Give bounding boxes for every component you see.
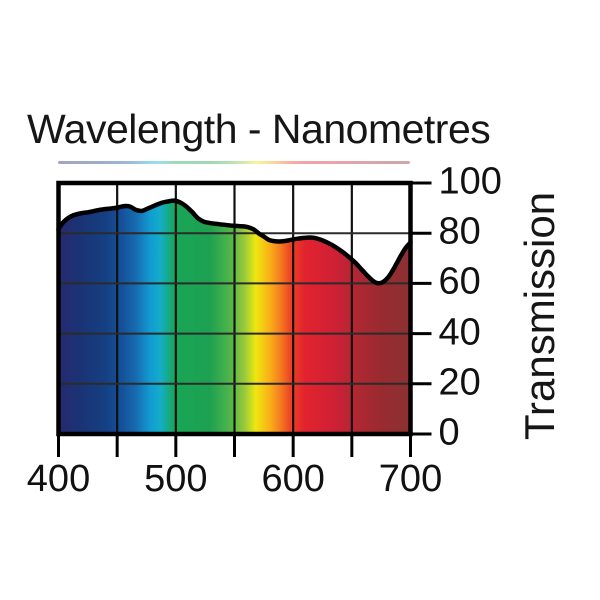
x-tick-label: 400 [26, 458, 91, 500]
y-tick-label: 100 [438, 160, 502, 203]
transmission-curve [56, 198, 413, 286]
y-tick-label: 60 [438, 261, 481, 304]
y-tick-label: 40 [438, 311, 481, 354]
x-tick-label: 500 [144, 458, 208, 500]
y-axis-title: Transmission [516, 191, 563, 441]
y-tick-label: 0 [438, 411, 460, 454]
y-tick-label: 80 [438, 210, 481, 253]
y-tick-label: 20 [438, 361, 481, 404]
x-tick-label: 700 [378, 458, 443, 500]
spectrum-strip [58, 161, 410, 164]
plot-border [56, 180, 413, 437]
chart-title: Wavelength - Nanometres [27, 106, 491, 152]
x-tick-label: 600 [261, 458, 325, 500]
